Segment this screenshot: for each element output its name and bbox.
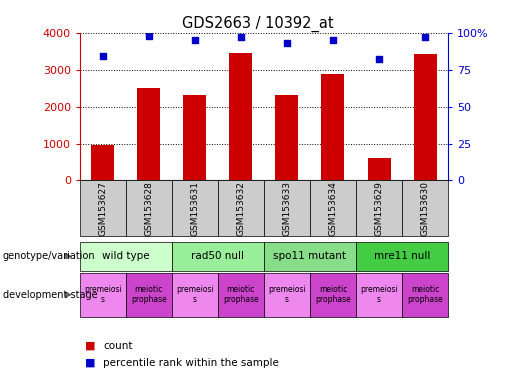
Bar bbox=[368, 158, 390, 180]
Point bbox=[237, 34, 245, 40]
Text: GSM153631: GSM153631 bbox=[191, 181, 199, 236]
Text: GSM153627: GSM153627 bbox=[98, 181, 107, 236]
Bar bbox=[91, 146, 114, 180]
Text: ■: ■ bbox=[85, 358, 95, 368]
Text: percentile rank within the sample: percentile rank within the sample bbox=[103, 358, 279, 368]
Text: development stage: development stage bbox=[3, 290, 97, 300]
Text: premeiosi
s: premeiosi s bbox=[84, 285, 122, 305]
Bar bbox=[229, 53, 252, 180]
Text: mre11 null: mre11 null bbox=[374, 251, 430, 262]
Text: GSM153630: GSM153630 bbox=[421, 181, 430, 236]
Text: meiotic
prophase: meiotic prophase bbox=[407, 285, 443, 305]
Text: count: count bbox=[103, 341, 132, 351]
Point bbox=[283, 40, 291, 46]
Text: meiotic
prophase: meiotic prophase bbox=[315, 285, 351, 305]
Bar bbox=[138, 88, 160, 180]
Point bbox=[375, 56, 383, 62]
Point bbox=[145, 33, 153, 39]
Bar bbox=[276, 95, 299, 180]
Text: premeiosi
s: premeiosi s bbox=[268, 285, 306, 305]
Text: GSM153633: GSM153633 bbox=[282, 181, 291, 236]
Point bbox=[329, 37, 337, 43]
Text: GDS2663 / 10392_at: GDS2663 / 10392_at bbox=[182, 15, 333, 31]
Text: premeiosi
s: premeiosi s bbox=[360, 285, 398, 305]
Text: genotype/variation: genotype/variation bbox=[3, 251, 95, 262]
Text: GSM153634: GSM153634 bbox=[329, 181, 337, 236]
Text: GSM153628: GSM153628 bbox=[144, 181, 153, 236]
Text: meiotic
prophase: meiotic prophase bbox=[223, 285, 259, 305]
Point bbox=[191, 37, 199, 43]
Text: spo11 mutant: spo11 mutant bbox=[273, 251, 347, 262]
Text: wild type: wild type bbox=[102, 251, 150, 262]
Text: GSM153629: GSM153629 bbox=[374, 181, 384, 236]
Bar bbox=[321, 74, 345, 180]
Text: premeiosi
s: premeiosi s bbox=[176, 285, 214, 305]
Point bbox=[421, 34, 429, 40]
Text: ■: ■ bbox=[85, 341, 95, 351]
Point bbox=[99, 53, 107, 60]
Bar bbox=[414, 54, 437, 180]
Bar bbox=[183, 96, 207, 180]
Text: GSM153632: GSM153632 bbox=[236, 181, 246, 236]
Text: meiotic
prophase: meiotic prophase bbox=[131, 285, 167, 305]
Text: rad50 null: rad50 null bbox=[192, 251, 245, 262]
